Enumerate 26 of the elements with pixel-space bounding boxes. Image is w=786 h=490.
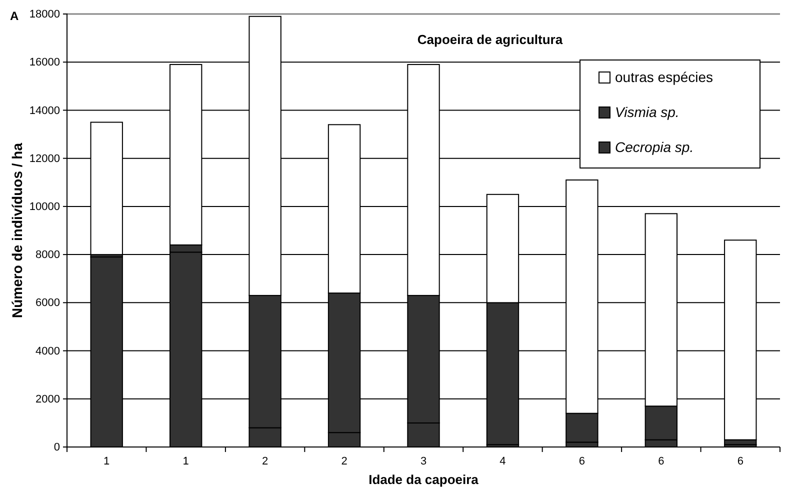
x-tick-label: 4 <box>500 455 506 468</box>
x-tick-label: 2 <box>341 455 348 468</box>
text: Capoeira de agricultura <box>417 32 564 47</box>
x-tick-label: 6 <box>578 455 586 468</box>
x-tick-label: 1 <box>182 455 189 468</box>
y-tick-label: 2000 <box>36 393 60 406</box>
x-tick-label: 3 <box>420 455 427 468</box>
x-tick-label: 2 <box>262 455 268 468</box>
y-tick-label: 4000 <box>36 345 60 358</box>
y-tick-label: 16000 <box>29 56 60 69</box>
x-tick-label: 6 <box>658 455 664 468</box>
legend-label: Cecropia sp. <box>615 139 694 155</box>
legend-label: Vismia sp. <box>615 104 680 120</box>
y-tick-label: 18000 <box>29 8 60 21</box>
legend-label: outras espécies <box>615 69 714 85</box>
x-tick-label: 1 <box>104 455 110 468</box>
y-tick-label: 12000 <box>29 152 60 165</box>
x-axis-title: Idade da capoeira <box>368 472 480 487</box>
x-tick-label: 6 <box>737 455 744 468</box>
y-tick-label: 10000 <box>29 200 60 213</box>
y-tick-label: 0 <box>54 442 60 454</box>
y-axis-title: Número de indivíduos / ha <box>9 142 25 318</box>
y-tick-label: 6000 <box>36 297 60 310</box>
y-tick-label: 14000 <box>29 104 60 117</box>
y-tick-label: 8000 <box>36 249 60 262</box>
text: A <box>10 9 19 23</box>
